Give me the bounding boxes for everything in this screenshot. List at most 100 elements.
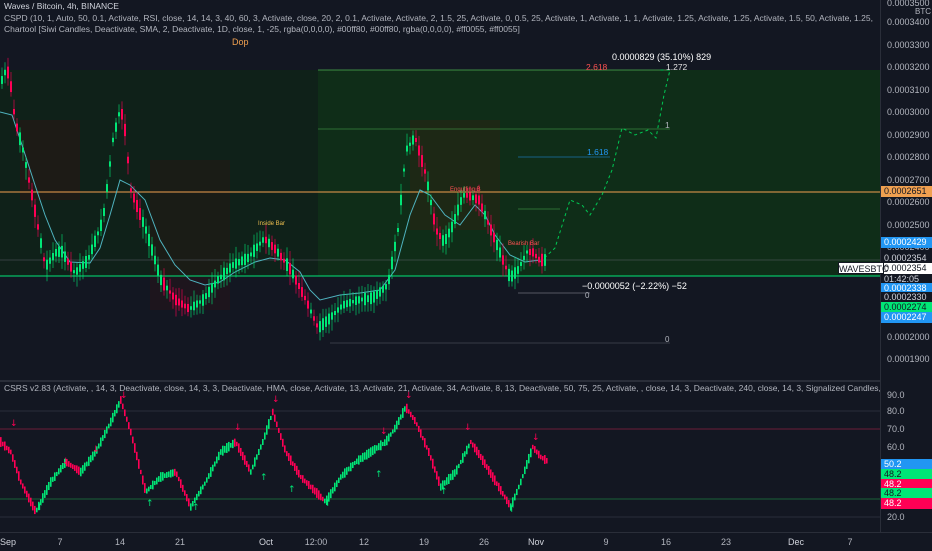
candle-body xyxy=(100,219,102,231)
candle-body xyxy=(136,199,138,213)
osc-bar xyxy=(120,396,122,404)
osc-bar xyxy=(48,481,50,491)
osc-bar xyxy=(60,464,62,473)
osc-bar xyxy=(20,479,22,485)
arrow-up-icon: ↑ xyxy=(260,473,268,483)
candle-body xyxy=(178,298,180,306)
candle-body xyxy=(310,309,312,314)
price-tick-label: 0.0002700 xyxy=(887,175,930,185)
candle-body xyxy=(172,292,174,300)
osc-bar xyxy=(328,492,330,502)
osc-bar xyxy=(212,464,214,472)
osc-bar xyxy=(476,446,478,456)
osc-bar xyxy=(342,471,344,479)
osc-bar xyxy=(46,485,48,495)
time-axis[interactable]: Sep 7 14 21 Oct 12:00 12 19 26 Nov 9 16 23 Dec 7 xyxy=(0,532,932,551)
osc-bar xyxy=(116,404,118,414)
candle-body xyxy=(202,294,204,306)
osc-bar xyxy=(308,480,310,490)
osc-bar xyxy=(482,455,484,465)
osc-bar xyxy=(540,454,542,460)
candle-body xyxy=(280,252,282,261)
candle-body xyxy=(415,138,417,142)
price-tag: 0.0002247 xyxy=(881,312,932,323)
candle-body xyxy=(466,193,468,198)
candle-body xyxy=(121,109,123,120)
osc-bar xyxy=(518,484,520,490)
osc-bar xyxy=(80,467,82,477)
osc-bar xyxy=(194,497,196,504)
candle-body xyxy=(40,238,42,248)
candle-body xyxy=(361,297,363,302)
candle-body xyxy=(307,300,309,309)
time-tick-label: 16 xyxy=(660,537,672,547)
candle-body xyxy=(433,213,435,225)
osc-bar xyxy=(494,475,496,486)
osc-bar xyxy=(352,461,354,469)
arrow-down-icon: ↓ xyxy=(234,423,242,433)
symbol-badge[interactable]: WAVESBTC xyxy=(838,262,889,274)
candle-body xyxy=(226,267,228,275)
osc-bar xyxy=(98,443,100,449)
zero-label-b: 0 xyxy=(665,335,670,344)
candle-body xyxy=(19,132,21,146)
candle-body xyxy=(343,300,345,309)
osc-bar xyxy=(198,490,200,497)
candle-body xyxy=(70,261,72,272)
osc-bar xyxy=(410,411,412,418)
candle-body xyxy=(487,220,489,225)
osc-bar xyxy=(380,440,382,451)
time-tick-label: 23 xyxy=(720,537,732,547)
candle-body xyxy=(64,251,66,262)
osc-bar xyxy=(156,477,158,485)
osc-bar xyxy=(218,451,220,461)
candle-body xyxy=(268,238,270,248)
osc-bar xyxy=(286,451,288,457)
osc-bar xyxy=(498,482,500,492)
arrow-down-icon: ↓ xyxy=(62,457,70,467)
time-tick-label: Oct xyxy=(258,537,274,547)
arrow-up-icon: ↑ xyxy=(288,485,296,495)
osc-bar xyxy=(68,461,70,467)
candle-body xyxy=(208,286,210,298)
osc-bar xyxy=(166,472,168,478)
candle-body xyxy=(364,292,366,306)
osc-bar xyxy=(42,493,44,503)
osc-bar xyxy=(316,488,318,498)
currency-label: BTC xyxy=(915,7,931,16)
osc-bar xyxy=(314,487,316,495)
osc-bar xyxy=(78,466,80,475)
candle-body xyxy=(103,208,105,216)
osc-bar xyxy=(92,451,94,461)
chart-title[interactable]: Waves / Bitcoin, 4h, BINANCE xyxy=(4,1,119,11)
price-axis[interactable]: 0.0003500 0.0003400 0.0003300 0.0003200 0.00… xyxy=(880,0,932,532)
osc-bar xyxy=(416,422,418,427)
candle-body xyxy=(529,248,531,256)
candle-body xyxy=(223,267,225,281)
candle-body xyxy=(238,259,240,266)
osc-bar xyxy=(332,487,334,494)
osc-bar xyxy=(348,466,350,472)
candle-body xyxy=(442,235,444,246)
osc-bar xyxy=(160,472,162,482)
candle-body xyxy=(355,296,357,305)
indicator-legend-chartool[interactable]: Chartool [Siwi Candles, Deactivate, SMA,… xyxy=(4,24,520,34)
price-tick-label: 0.0002800 xyxy=(887,152,930,162)
osc-bar xyxy=(336,480,338,488)
candle-body xyxy=(61,245,63,258)
candle-body xyxy=(385,284,387,290)
oscillator-legend[interactable]: CSRS v2.83 (Activate, , 14, 3, Deactivat… xyxy=(4,383,880,393)
candle-body xyxy=(115,122,117,132)
price-chart[interactable]: Dop 0.0000829 (35.10%) 829 2.618 1.272 1… xyxy=(0,0,880,380)
candle-body xyxy=(331,312,333,320)
pane-separator[interactable] xyxy=(0,380,932,382)
osc-bar xyxy=(108,423,110,429)
osc-bar xyxy=(418,425,420,432)
osc-bar xyxy=(340,474,342,480)
candle-body xyxy=(184,303,186,309)
osc-bar xyxy=(214,461,216,467)
osc-bar xyxy=(374,445,376,454)
oscillator-chart[interactable]: ↓ ↑ ↓ ↓ ↓ ↑ ↑ ↓ ↓ ↑ ↑ ↓ ↓ ↑ ↓ ↑ ↓ ↑ ↑ CSRS v2.83 (Activate… xyxy=(0,382,880,532)
candle-body xyxy=(205,293,207,299)
indicator-legend-cspd[interactable]: CSPD (10, 1, Auto, 50, 0.1, Activate, RS… xyxy=(4,12,874,23)
